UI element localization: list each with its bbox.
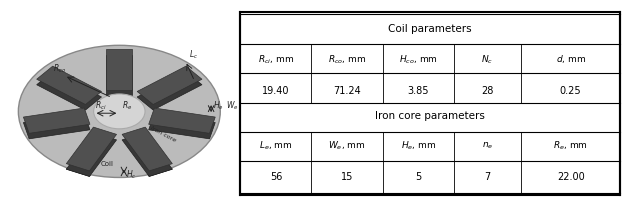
Polygon shape xyxy=(23,108,90,133)
Text: $d$, mm: $d$, mm xyxy=(556,53,586,65)
Text: $W_e$: $W_e$ xyxy=(226,100,239,112)
Text: 15: 15 xyxy=(341,172,354,182)
Polygon shape xyxy=(67,133,117,176)
Text: $W_e$, mm: $W_e$, mm xyxy=(328,139,366,152)
Text: 5: 5 xyxy=(415,172,421,182)
Polygon shape xyxy=(67,133,117,176)
Polygon shape xyxy=(122,133,172,176)
Polygon shape xyxy=(122,127,172,171)
Text: $H_e$: $H_e$ xyxy=(213,100,224,112)
Text: $n_e$: $n_e$ xyxy=(482,140,493,151)
Text: $R_e$: $R_e$ xyxy=(122,100,133,112)
Polygon shape xyxy=(23,113,90,139)
Text: 56: 56 xyxy=(269,172,282,182)
Polygon shape xyxy=(149,113,215,139)
Text: $R_{ci}$, mm: $R_{ci}$, mm xyxy=(257,53,294,66)
Polygon shape xyxy=(122,133,172,176)
Polygon shape xyxy=(67,127,117,171)
Polygon shape xyxy=(36,66,102,104)
Text: 28: 28 xyxy=(481,86,494,96)
Text: $R_{ci}$: $R_{ci}$ xyxy=(95,100,106,112)
Polygon shape xyxy=(23,113,90,139)
Text: 71.24: 71.24 xyxy=(333,86,361,96)
Polygon shape xyxy=(107,55,132,96)
Text: 0.25: 0.25 xyxy=(560,86,582,96)
Polygon shape xyxy=(107,49,132,90)
Polygon shape xyxy=(149,108,215,133)
Text: 19.40: 19.40 xyxy=(262,86,290,96)
Text: $R_{co}$, mm: $R_{co}$, mm xyxy=(328,53,366,66)
Ellipse shape xyxy=(94,94,145,129)
Text: 22.00: 22.00 xyxy=(557,172,585,182)
Text: Coil: Coil xyxy=(101,162,114,167)
Polygon shape xyxy=(137,66,202,104)
Text: $L_e$, mm: $L_e$, mm xyxy=(259,139,293,152)
Polygon shape xyxy=(137,72,202,110)
Polygon shape xyxy=(107,49,132,90)
Polygon shape xyxy=(149,108,215,133)
Polygon shape xyxy=(67,127,117,171)
Polygon shape xyxy=(122,127,172,171)
Polygon shape xyxy=(137,66,202,104)
Ellipse shape xyxy=(18,45,220,177)
Text: $R_{co}$: $R_{co}$ xyxy=(53,63,67,75)
Text: $H_e$, mm: $H_e$, mm xyxy=(401,139,436,152)
Text: $N_c$: $N_c$ xyxy=(482,53,494,66)
Polygon shape xyxy=(36,66,102,104)
Polygon shape xyxy=(36,72,102,110)
Polygon shape xyxy=(107,55,132,96)
Polygon shape xyxy=(149,113,215,139)
Text: 3.85: 3.85 xyxy=(408,86,429,96)
Polygon shape xyxy=(137,72,202,110)
Text: $H_{co}$, mm: $H_{co}$, mm xyxy=(399,53,438,66)
Text: Iron core: Iron core xyxy=(149,125,177,143)
Text: $R_e$, mm: $R_e$, mm xyxy=(553,139,588,152)
Text: 7: 7 xyxy=(484,172,490,182)
Text: $H_c$: $H_c$ xyxy=(126,168,136,181)
Text: Coil parameters: Coil parameters xyxy=(388,24,472,34)
Polygon shape xyxy=(23,108,90,133)
Text: Iron core parameters: Iron core parameters xyxy=(376,111,485,121)
Text: $L_c$: $L_c$ xyxy=(189,48,198,61)
Polygon shape xyxy=(36,72,102,110)
